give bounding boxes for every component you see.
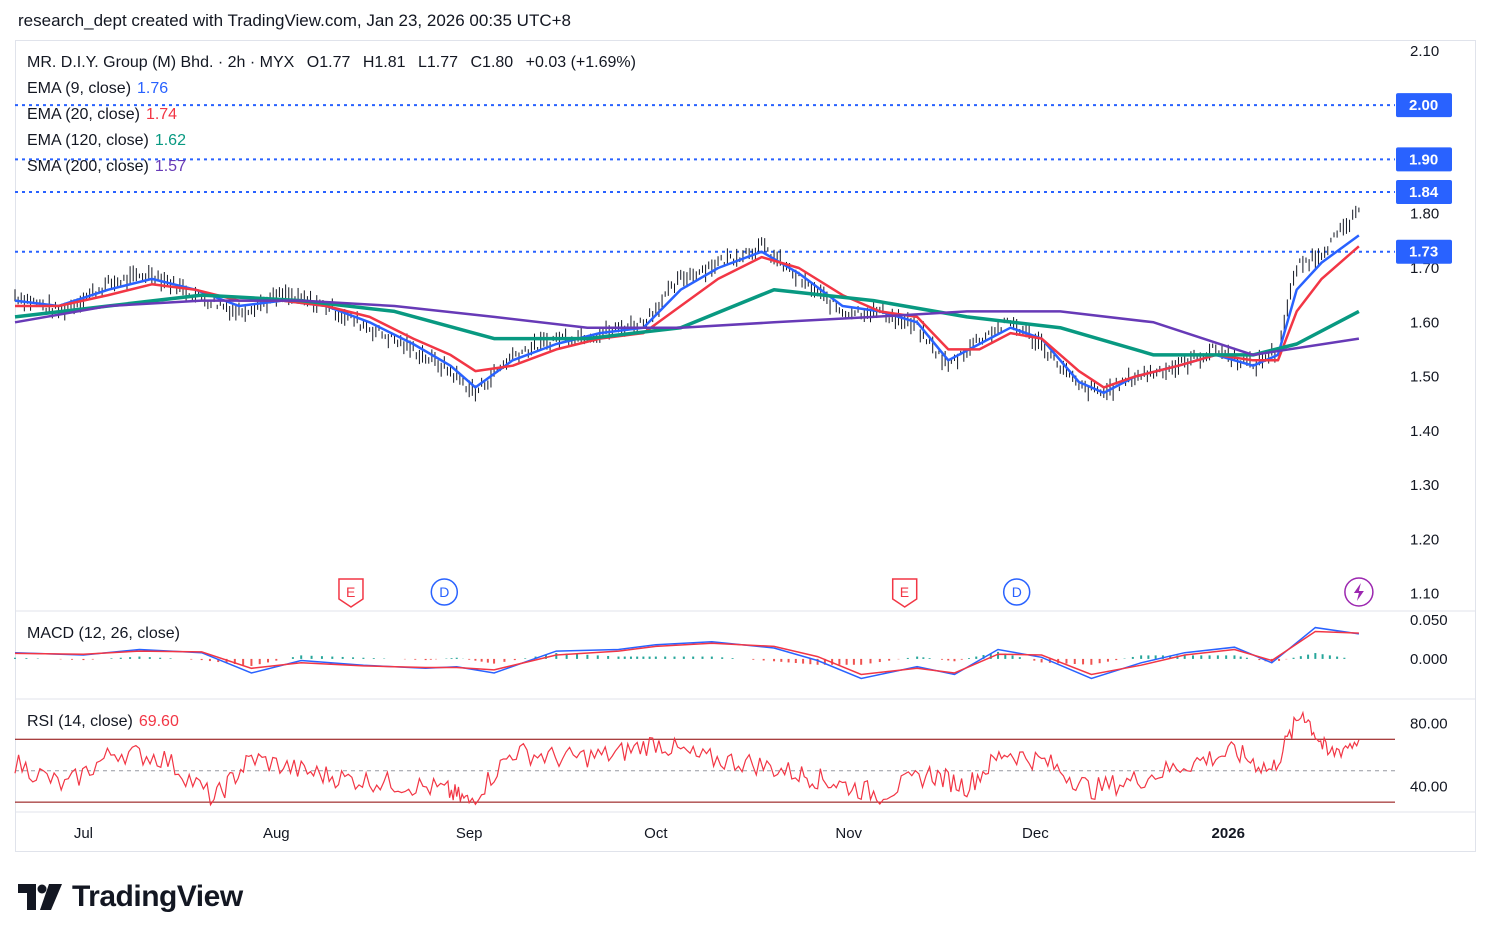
open-value: O1.77 <box>306 54 351 71</box>
series-line-ema-9 <box>14 234 1360 395</box>
price-level-tag <box>1396 93 1452 118</box>
symbol-title[interactable]: MR. D.I.Y. Group (M) Bhd. · 2h · MYX <box>27 54 295 71</box>
price-tick-label: 1.80 <box>1410 206 1439 223</box>
rsi-tick-label: 80.00 <box>1410 716 1448 733</box>
rsi-label: RSI (14, close) <box>27 713 133 730</box>
price-tick-label: 2.10 <box>1410 43 1439 60</box>
rsi-tick-label: 40.00 <box>1410 778 1448 795</box>
ema20-value: 1.74 <box>145 106 178 123</box>
series-line-ema-20 <box>15 245 1360 389</box>
ema9-value: 1.76 <box>137 80 169 97</box>
tradingview-logo-icon <box>18 884 62 910</box>
macd-legend[interactable]: MACD (12, 26, close) <box>27 625 180 643</box>
lightning-icon <box>1353 583 1364 601</box>
time-tick-label: Sep <box>456 825 483 842</box>
series-line-ema-120 <box>14 287 1360 357</box>
dividend-marker-label: D <box>1012 584 1022 600</box>
earnings-marker <box>338 578 364 608</box>
price-tick-label: 1.10 <box>1410 586 1439 603</box>
price-level-tag <box>1396 147 1452 172</box>
series-line-sma-200 <box>14 299 1360 357</box>
price-level-tag <box>1396 180 1452 204</box>
time-tick-label: Nov <box>835 825 862 842</box>
tradingview-logo[interactable]: TradingView <box>18 880 243 914</box>
sma200-label: SMA (200, close) <box>27 158 149 175</box>
time-tick-label: Oct <box>644 825 668 842</box>
chart-frame <box>15 40 1476 852</box>
sma200-value: 1.57 <box>154 158 186 175</box>
low-value: L1.77 <box>417 54 459 71</box>
macd-line <box>14 626 1360 680</box>
dividend-marker <box>430 578 459 606</box>
close-value: C1.80 <box>470 54 514 71</box>
time-tick-label: Dec <box>1022 825 1049 842</box>
price-tick-label: 1.20 <box>1410 531 1439 548</box>
change-value: +0.03 (+1.69%) <box>525 54 636 71</box>
price-tick-label: 1.50 <box>1410 369 1439 386</box>
price-tick-label: 1.40 <box>1410 423 1439 440</box>
price-tick-label: 1.70 <box>1410 260 1439 277</box>
earnings-marker-label: E <box>346 584 355 600</box>
time-tick-label: 2026 <box>1212 825 1245 842</box>
macd-tick-label: 0.050 <box>1410 612 1448 629</box>
price-tick-label: 1.60 <box>1410 314 1439 331</box>
dividend-marker-label: D <box>439 584 449 600</box>
ema20-label: EMA (20, close) <box>27 106 140 123</box>
high-value: H1.81 <box>362 54 406 71</box>
dividend-marker <box>1002 578 1031 606</box>
macd-label: MACD (12, 26, close) <box>27 625 180 642</box>
chart-header: research_dept created with TradingView.c… <box>18 11 571 30</box>
ema120-legend[interactable]: EMA (120, close) 1.62 <box>27 132 186 150</box>
time-tick-label: Jul <box>74 825 93 842</box>
price-level-tag <box>1396 239 1452 264</box>
macd-signal-line <box>14 630 1359 676</box>
time-tick-label: Aug <box>263 825 290 842</box>
price-level-label: 1.73 <box>1409 244 1438 261</box>
rsi-value: 69.60 <box>138 713 179 730</box>
symbol-legend: MR. D.I.Y. Group (M) Bhd. · 2h · MYX O1.… <box>27 54 636 72</box>
ema9-label: EMA (9, close) <box>27 80 132 97</box>
price-level-label: 1.84 <box>1409 184 1439 201</box>
price-level-label: 2.00 <box>1409 97 1438 114</box>
price-tick-label: 1.30 <box>1410 477 1439 494</box>
price-level-label: 1.90 <box>1409 151 1438 168</box>
rsi-legend[interactable]: RSI (14, close) 69.60 <box>27 713 179 731</box>
ema120-label: EMA (120, close) <box>27 132 149 149</box>
earnings-marker <box>891 578 918 608</box>
rsi-line <box>14 710 1360 807</box>
tradingview-logo-text: TradingView <box>72 880 243 913</box>
earnings-marker-label: E <box>900 584 909 600</box>
macd-tick-label: 0.000 <box>1410 651 1448 668</box>
ema120-value: 1.62 <box>154 132 186 149</box>
ema9-legend[interactable]: EMA (9, close) 1.76 <box>27 80 168 98</box>
sma200-legend[interactable]: SMA (200, close) 1.57 <box>27 158 186 176</box>
ema20-legend[interactable]: EMA (20, close) 1.74 <box>27 106 177 124</box>
